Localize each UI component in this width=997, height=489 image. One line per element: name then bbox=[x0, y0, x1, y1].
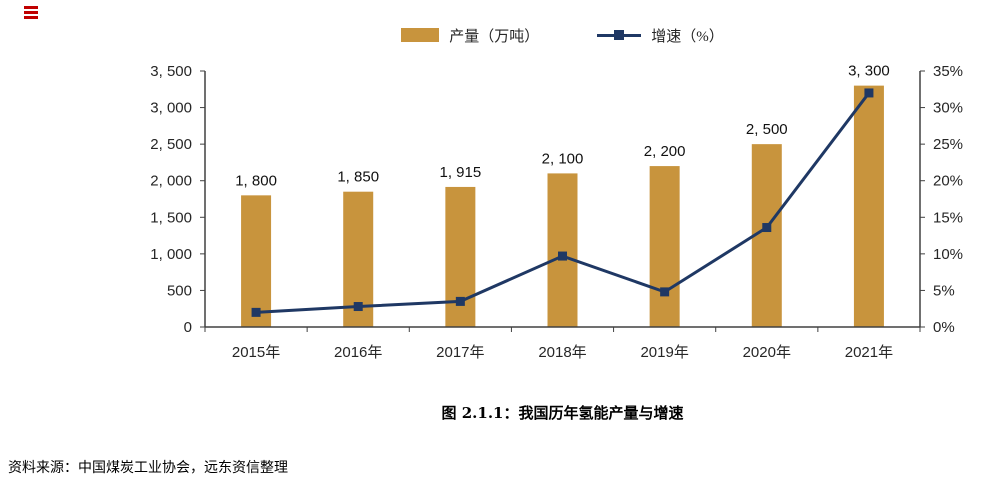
bar-value-label: 1, 800 bbox=[235, 172, 277, 189]
x-axis-label: 2018年 bbox=[538, 344, 586, 361]
bar-value-label: 1, 850 bbox=[337, 169, 379, 186]
right-axis-tick-label: 30% bbox=[933, 100, 963, 117]
right-axis-tick-label: 35% bbox=[933, 63, 963, 80]
x-axis-label: 2019年 bbox=[640, 344, 688, 361]
left-axis-tick-label: 2, 500 bbox=[150, 136, 192, 153]
growth-line-marker bbox=[353, 302, 363, 312]
red-stamp-icon bbox=[24, 6, 38, 19]
production-bar bbox=[649, 166, 680, 327]
x-axis-label: 2015年 bbox=[232, 344, 280, 361]
chart-caption: 图 2.1.1：我国历年氢能产量与增速 bbox=[441, 404, 684, 422]
growth-line-marker bbox=[558, 251, 567, 261]
production-bar bbox=[547, 173, 578, 327]
growth-line-marker bbox=[455, 296, 465, 306]
line-marker-icon bbox=[614, 30, 625, 40]
bar-value-label: 2, 100 bbox=[542, 150, 584, 167]
left-axis-tick-label: 500 bbox=[167, 282, 192, 299]
legend-item-growth: 增速（%） bbox=[597, 25, 724, 46]
source-note: 资料来源：中国煤炭工业协会，远东资信整理 bbox=[8, 461, 288, 476]
right-axis-tick-label: 25% bbox=[933, 136, 963, 153]
left-axis-tick-label: 1, 500 bbox=[150, 209, 192, 226]
left-axis-tick-label: 2, 000 bbox=[150, 173, 192, 190]
right-axis-tick-label: 20% bbox=[933, 173, 963, 190]
production-bar bbox=[853, 85, 884, 327]
legend-label-production: 产量（万吨） bbox=[449, 28, 540, 45]
line-swatch-icon bbox=[597, 28, 642, 42]
left-axis-tick-label: 1, 000 bbox=[150, 246, 192, 263]
legend-label-growth: 增速（%） bbox=[651, 28, 724, 45]
right-axis-tick-label: 0% bbox=[933, 319, 955, 336]
bar-value-label: 2, 200 bbox=[644, 143, 686, 160]
right-axis-tick-label: 15% bbox=[933, 209, 963, 226]
growth-line-marker bbox=[660, 287, 670, 297]
legend-item-production: 产量（万吨） bbox=[401, 25, 539, 46]
growth-line-marker bbox=[864, 88, 874, 98]
x-axis-label: 2021年 bbox=[845, 344, 893, 361]
bar-value-label: 2, 500 bbox=[746, 121, 788, 138]
growth-line-marker bbox=[762, 223, 772, 233]
x-axis-label: 2020年 bbox=[743, 344, 791, 361]
bar-swatch-icon bbox=[401, 28, 440, 42]
bar-value-label: 3, 300 bbox=[848, 63, 890, 80]
right-axis-tick-label: 5% bbox=[933, 282, 955, 299]
right-axis-tick-label: 10% bbox=[933, 246, 963, 263]
left-axis-tick-label: 3, 000 bbox=[150, 100, 192, 117]
growth-line-marker bbox=[251, 307, 261, 317]
production-bar bbox=[241, 195, 272, 327]
production-bar bbox=[445, 186, 476, 327]
x-axis-label: 2016年 bbox=[334, 344, 382, 361]
bar-line-chart: 0 500 1, 000 1, 500 2, 000 2, 500 3, 000 3, 500… bbox=[150, 63, 963, 361]
left-axis-tick-label: 3, 500 bbox=[150, 63, 192, 80]
x-axis-label: 2017年 bbox=[436, 344, 484, 361]
legend: 产量（万吨） 增速（%） bbox=[205, 22, 920, 48]
bar-value-label: 1, 915 bbox=[439, 164, 481, 181]
left-axis-tick-label: 0 bbox=[184, 319, 192, 336]
